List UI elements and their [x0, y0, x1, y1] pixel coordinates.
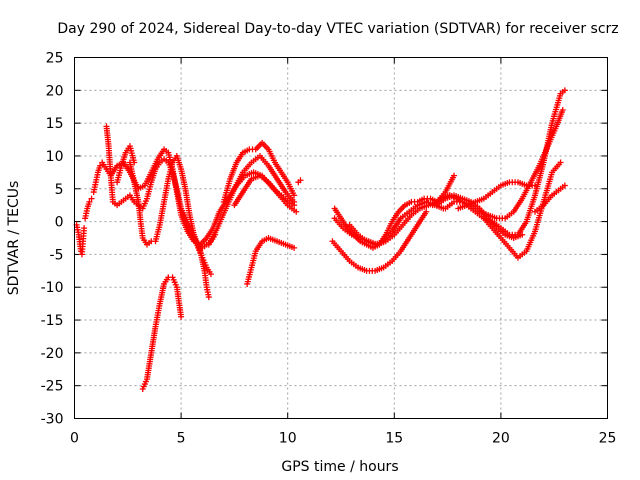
y-tick-label: -10 — [41, 280, 64, 296]
data-point — [291, 244, 298, 251]
x-axis-label: GPS time / hours — [281, 459, 398, 475]
data-point — [86, 198, 93, 205]
y-tick-label: 0 — [55, 215, 64, 231]
series-arc-12 — [220, 139, 298, 205]
series-arc-23 — [480, 87, 568, 238]
chart-title: Day 290 of 2024, Sidereal Day-to-day VTE… — [57, 21, 618, 37]
x-tick-label: 10 — [279, 431, 297, 447]
y-tick-label: -20 — [41, 346, 64, 362]
series-arc-11 — [205, 152, 298, 248]
y-tick-label: 25 — [46, 51, 64, 67]
data-marks — [73, 87, 568, 392]
y-tick-label: 10 — [46, 149, 64, 165]
series-arc-17 — [329, 208, 430, 274]
y-axis-label: SDTVAR / TECUs — [6, 181, 22, 296]
data-point — [207, 271, 214, 278]
data-point — [450, 172, 457, 179]
data-point — [297, 177, 304, 184]
data-point — [557, 159, 564, 166]
y-tick-label: -5 — [50, 247, 64, 263]
y-tick-label: -25 — [41, 379, 64, 395]
x-tick-label: 25 — [599, 431, 617, 447]
y-tick-label: 5 — [55, 182, 64, 198]
data-point — [178, 313, 185, 320]
data-point — [293, 208, 300, 215]
y-tick-label: -30 — [41, 412, 64, 428]
plot-frame — [74, 57, 608, 419]
x-tick-label: 5 — [177, 431, 186, 447]
tick-layer: 0 5 10 15 20 25 -30 -25 -20 -15 -10 -5 0 5 10 15 20 25 — [41, 51, 617, 447]
data-point — [423, 208, 430, 215]
x-tick-label: 20 — [492, 431, 510, 447]
x-tick-label: 0 — [70, 431, 79, 447]
data-point — [97, 162, 104, 169]
x-tick-label: 15 — [385, 431, 403, 447]
grid-layer — [74, 57, 608, 419]
data-point — [205, 294, 212, 301]
y-tick-label: 20 — [46, 83, 64, 99]
series-arc-5 — [114, 143, 138, 186]
data-point — [291, 192, 298, 199]
series-arc-2 — [82, 195, 95, 222]
data-point — [88, 195, 95, 202]
data-point — [561, 87, 568, 94]
series-arc-18 — [346, 198, 447, 248]
series-arc-8 — [178, 205, 212, 301]
series-arc-13 — [231, 172, 298, 209]
series-arc-19 — [429, 159, 564, 261]
data-point — [81, 225, 88, 232]
series-arc-24 — [532, 182, 568, 215]
data-point — [291, 202, 298, 209]
data-point — [561, 182, 568, 189]
series-arc-1 — [73, 221, 88, 258]
data-point — [559, 107, 566, 114]
y-tick-label: 15 — [46, 116, 64, 132]
series-arc-14 — [295, 177, 304, 186]
series-arc-9 — [139, 274, 185, 392]
y-tick-label: -15 — [41, 313, 64, 329]
series-arc-22 — [455, 179, 539, 212]
series-arc-10 — [244, 235, 298, 287]
